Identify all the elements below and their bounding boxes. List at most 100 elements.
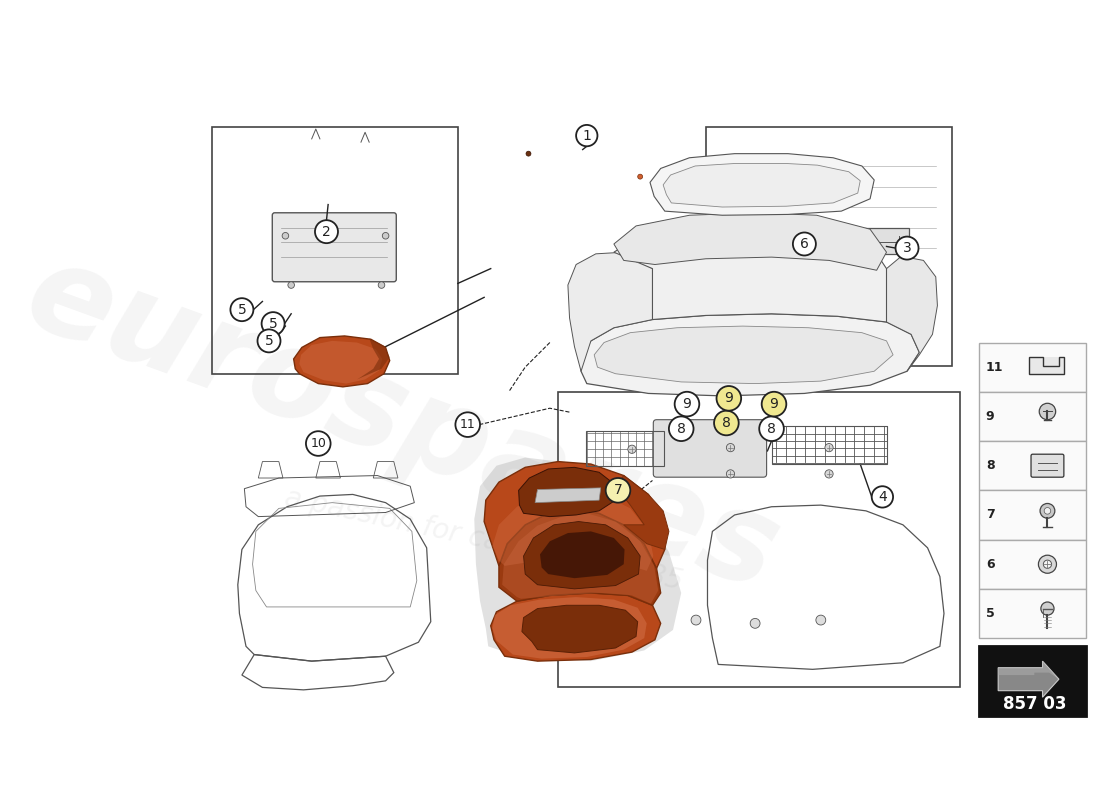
Polygon shape <box>540 531 625 578</box>
Circle shape <box>230 298 253 321</box>
Circle shape <box>1044 507 1050 514</box>
Circle shape <box>1040 403 1056 420</box>
Polygon shape <box>663 163 860 207</box>
Circle shape <box>455 412 480 437</box>
Bar <box>586 431 664 466</box>
Text: 8: 8 <box>676 422 685 436</box>
Polygon shape <box>518 467 616 517</box>
Text: 857 03: 857 03 <box>1002 695 1066 713</box>
Text: 8: 8 <box>986 459 994 472</box>
Circle shape <box>306 431 331 456</box>
Circle shape <box>669 417 693 441</box>
Text: 5: 5 <box>265 334 274 348</box>
Text: 6: 6 <box>986 558 994 570</box>
Polygon shape <box>491 593 661 661</box>
Polygon shape <box>474 458 681 661</box>
Text: 3: 3 <box>903 241 912 255</box>
Bar <box>211 127 458 374</box>
Bar <box>979 646 1086 716</box>
Bar <box>558 392 960 687</box>
Circle shape <box>383 233 389 239</box>
Polygon shape <box>594 326 893 383</box>
Polygon shape <box>616 475 669 550</box>
Polygon shape <box>521 606 638 653</box>
Polygon shape <box>499 508 661 606</box>
FancyBboxPatch shape <box>273 213 396 282</box>
Circle shape <box>315 220 338 243</box>
Circle shape <box>871 486 893 507</box>
Bar <box>706 127 953 366</box>
Bar <box>979 441 1086 490</box>
Polygon shape <box>581 314 920 396</box>
Text: 10: 10 <box>310 437 327 450</box>
Circle shape <box>1038 555 1056 574</box>
Circle shape <box>526 151 531 156</box>
Polygon shape <box>998 661 1059 698</box>
Circle shape <box>576 125 597 146</box>
Circle shape <box>716 386 741 410</box>
Bar <box>979 392 1086 441</box>
Circle shape <box>750 618 760 628</box>
Circle shape <box>816 615 826 625</box>
Text: 6: 6 <box>800 237 808 251</box>
Polygon shape <box>493 489 653 570</box>
Text: 2: 2 <box>322 225 331 238</box>
Polygon shape <box>650 154 875 215</box>
Text: 5: 5 <box>238 302 246 317</box>
Circle shape <box>793 233 816 255</box>
Circle shape <box>378 282 385 288</box>
Circle shape <box>1041 602 1054 615</box>
Text: 11: 11 <box>986 361 1003 374</box>
FancyBboxPatch shape <box>653 420 767 477</box>
Polygon shape <box>614 223 887 322</box>
Circle shape <box>726 470 735 478</box>
Circle shape <box>714 410 739 435</box>
Circle shape <box>257 330 280 352</box>
Circle shape <box>288 282 295 288</box>
Polygon shape <box>614 213 887 270</box>
Circle shape <box>282 233 288 239</box>
Circle shape <box>1041 503 1055 518</box>
Circle shape <box>691 615 701 625</box>
Text: 9: 9 <box>725 391 734 406</box>
Text: 8: 8 <box>722 416 730 430</box>
Text: 5: 5 <box>986 607 994 620</box>
Circle shape <box>726 443 735 452</box>
FancyBboxPatch shape <box>1031 454 1064 477</box>
Polygon shape <box>294 336 389 387</box>
Bar <box>725 202 764 258</box>
Text: a passion for cars since 1985: a passion for cars since 1985 <box>283 484 685 595</box>
Polygon shape <box>299 341 383 383</box>
Text: 8: 8 <box>767 422 775 436</box>
Circle shape <box>895 237 918 259</box>
Circle shape <box>262 312 285 335</box>
Bar <box>1030 358 1064 374</box>
Text: 9: 9 <box>770 397 779 411</box>
Circle shape <box>638 174 642 179</box>
Circle shape <box>628 445 636 454</box>
Circle shape <box>674 392 700 417</box>
Circle shape <box>1043 560 1052 568</box>
Text: 4: 4 <box>878 490 887 504</box>
Polygon shape <box>998 661 1059 679</box>
Text: 7: 7 <box>986 509 994 522</box>
FancyBboxPatch shape <box>865 227 909 254</box>
Bar <box>979 490 1086 539</box>
Text: 5: 5 <box>268 317 277 330</box>
Polygon shape <box>568 252 652 371</box>
Polygon shape <box>503 514 658 604</box>
Text: 11: 11 <box>460 418 475 431</box>
Circle shape <box>825 470 833 478</box>
Bar <box>979 589 1086 638</box>
Bar <box>979 342 1086 392</box>
Circle shape <box>759 417 784 441</box>
Polygon shape <box>484 462 664 568</box>
Text: eurospares: eurospares <box>10 233 794 617</box>
Polygon shape <box>887 256 937 371</box>
Circle shape <box>825 443 833 452</box>
Circle shape <box>761 392 786 417</box>
Circle shape <box>606 478 630 502</box>
Polygon shape <box>493 597 647 658</box>
Text: 9: 9 <box>986 410 994 423</box>
Bar <box>771 426 887 464</box>
